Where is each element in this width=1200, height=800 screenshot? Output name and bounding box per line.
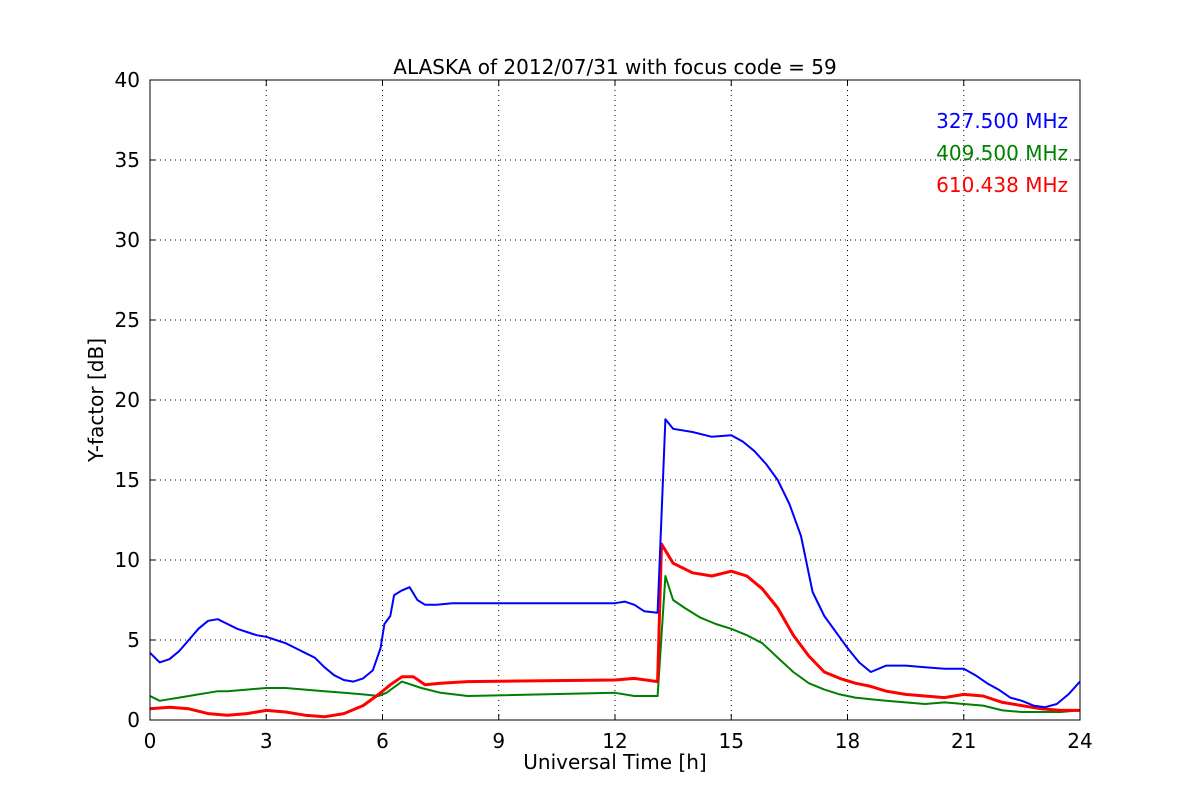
y-tick-label: 35 — [115, 148, 140, 172]
series-line-2 — [149, 542, 1080, 719]
y-tick-label: 5 — [127, 628, 140, 652]
y-tick-label: 15 — [115, 468, 140, 492]
series-line-0 — [149, 418, 1081, 709]
x-tick-label: 0 — [144, 729, 157, 753]
plot-series — [149, 418, 1081, 719]
x-tick-label: 6 — [376, 729, 389, 753]
grid — [150, 80, 1080, 720]
legend-entry: 610.438 MHz — [936, 173, 1068, 197]
x-tick-label: 12 — [602, 729, 627, 753]
series-line-1 — [149, 575, 1081, 713]
x-tick-label: 24 — [1067, 729, 1092, 753]
legend: 327.500 MHz 409.500 MHz 610.438 MHz — [936, 109, 1068, 197]
x-tick-label: 15 — [719, 729, 744, 753]
legend-entry: 409.500 MHz — [936, 141, 1068, 165]
y-tick-label: 25 — [115, 308, 140, 332]
y-tick-label: 30 — [115, 228, 140, 252]
x-tick-label: 21 — [951, 729, 976, 753]
legend-entry: 327.500 MHz — [936, 109, 1068, 133]
x-tick-label: 9 — [492, 729, 505, 753]
x-tick-label: 3 — [260, 729, 273, 753]
y-tick-label: 40 — [115, 68, 140, 92]
y-tick-label: 0 — [127, 708, 140, 732]
x-tick-label: 18 — [835, 729, 860, 753]
axis-ticks: 0 3 6 9 12 15 18 21 24 0 5 10 15 20 25 30 35 40 — [115, 68, 1093, 753]
y-axis-label: Y-factor [dB] — [84, 338, 108, 463]
y-tick-label: 10 — [115, 548, 140, 572]
chart-title: ALASKA of 2012/07/31 with focus code = 5… — [393, 55, 836, 79]
x-axis-label: Universal Time [h] — [523, 750, 706, 774]
y-tick-label: 20 — [115, 388, 140, 412]
